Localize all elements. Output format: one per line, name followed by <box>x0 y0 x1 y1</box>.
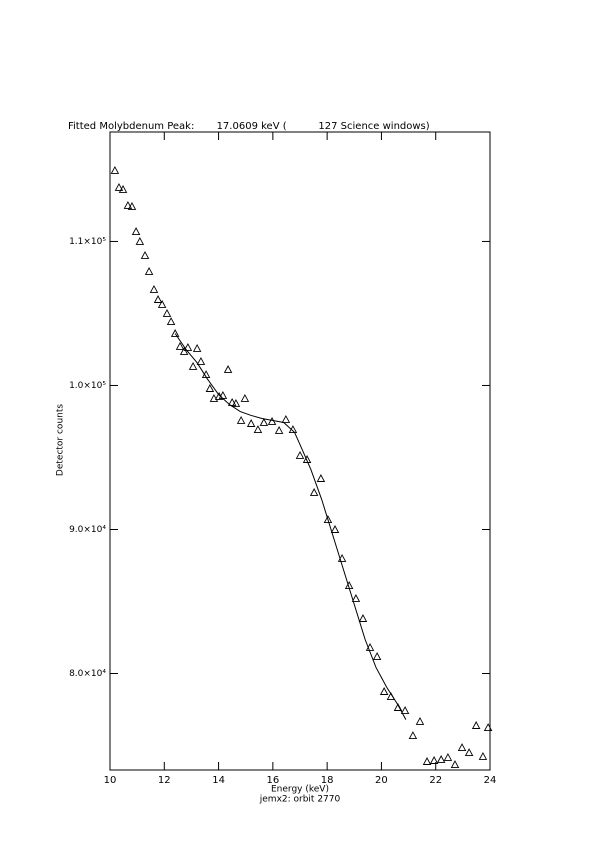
data-point <box>196 356 206 365</box>
data-point <box>422 757 432 765</box>
x-axis-label: Energy (keV) <box>271 785 329 795</box>
x-tick-label: 16 <box>266 775 279 786</box>
data-point <box>223 365 233 373</box>
data-point <box>464 748 474 757</box>
data-point <box>188 362 198 370</box>
data-point <box>295 451 305 459</box>
x-tick-label: 14 <box>212 775 225 786</box>
data-point <box>153 295 163 303</box>
data-point <box>274 425 284 434</box>
data-point <box>483 723 493 731</box>
data-point <box>227 398 237 406</box>
data-point <box>478 752 488 760</box>
data-point <box>436 755 446 763</box>
data-point <box>110 166 120 174</box>
data-point <box>135 237 145 245</box>
data-point <box>246 419 256 427</box>
data-point <box>379 687 389 695</box>
data-point <box>131 227 141 235</box>
data-point <box>170 329 180 337</box>
data-point <box>205 384 215 392</box>
data-point <box>114 182 124 191</box>
data-point <box>240 393 250 402</box>
data-point <box>236 416 246 424</box>
x-tick-label: 10 <box>104 775 117 786</box>
y-tick-label: 8.0×10⁴ <box>69 669 106 679</box>
data-point <box>253 425 263 433</box>
data-point <box>415 717 425 725</box>
data-point <box>372 652 382 660</box>
data-point <box>175 341 185 350</box>
data-point <box>231 399 241 407</box>
data-point <box>162 309 172 317</box>
data-point <box>330 525 340 533</box>
y-tick-label: 1.0×10⁵ <box>69 381 106 391</box>
data-point <box>309 488 319 496</box>
data-point <box>192 344 202 352</box>
data-point <box>408 731 418 740</box>
data-point <box>281 415 291 423</box>
data-point <box>443 753 453 761</box>
data-point <box>450 760 460 768</box>
data-point <box>127 202 137 210</box>
data-point <box>209 393 219 402</box>
data-point <box>316 474 326 482</box>
x-tick-label: 12 <box>158 775 171 786</box>
data-point <box>179 347 189 355</box>
data-point <box>457 743 467 751</box>
data-point <box>118 185 128 193</box>
x-tick-label: 18 <box>321 775 334 786</box>
y-axis-label: Detector counts <box>56 404 66 476</box>
chart-title: Fitted Molybdenum Peak: 17.0609 keV ( 12… <box>68 121 430 132</box>
data-point <box>140 250 150 259</box>
data-point <box>259 418 269 426</box>
data-point <box>471 721 481 729</box>
plot-frame <box>109 131 491 771</box>
fit-line <box>174 333 407 720</box>
data-point <box>123 200 133 209</box>
data-point <box>323 515 333 524</box>
x-tick-label: 22 <box>429 775 442 786</box>
y-tick-label: 9.0×10⁴ <box>69 525 106 535</box>
data-point <box>302 455 312 463</box>
y-tick-label: 1.1×10⁵ <box>69 237 106 247</box>
data-point <box>351 594 361 602</box>
x-tick-label: 20 <box>375 775 388 786</box>
subtitle: jemx2: orbit 2770 <box>259 795 341 805</box>
data-point <box>358 614 368 622</box>
x-tick-label: 24 <box>484 775 497 786</box>
data-point <box>429 756 439 764</box>
data-point <box>157 299 167 308</box>
data-point <box>183 343 193 351</box>
data-point <box>400 706 410 714</box>
data-point <box>166 317 176 325</box>
data-point <box>149 284 159 293</box>
data-point <box>267 417 277 425</box>
data-point <box>144 266 154 275</box>
